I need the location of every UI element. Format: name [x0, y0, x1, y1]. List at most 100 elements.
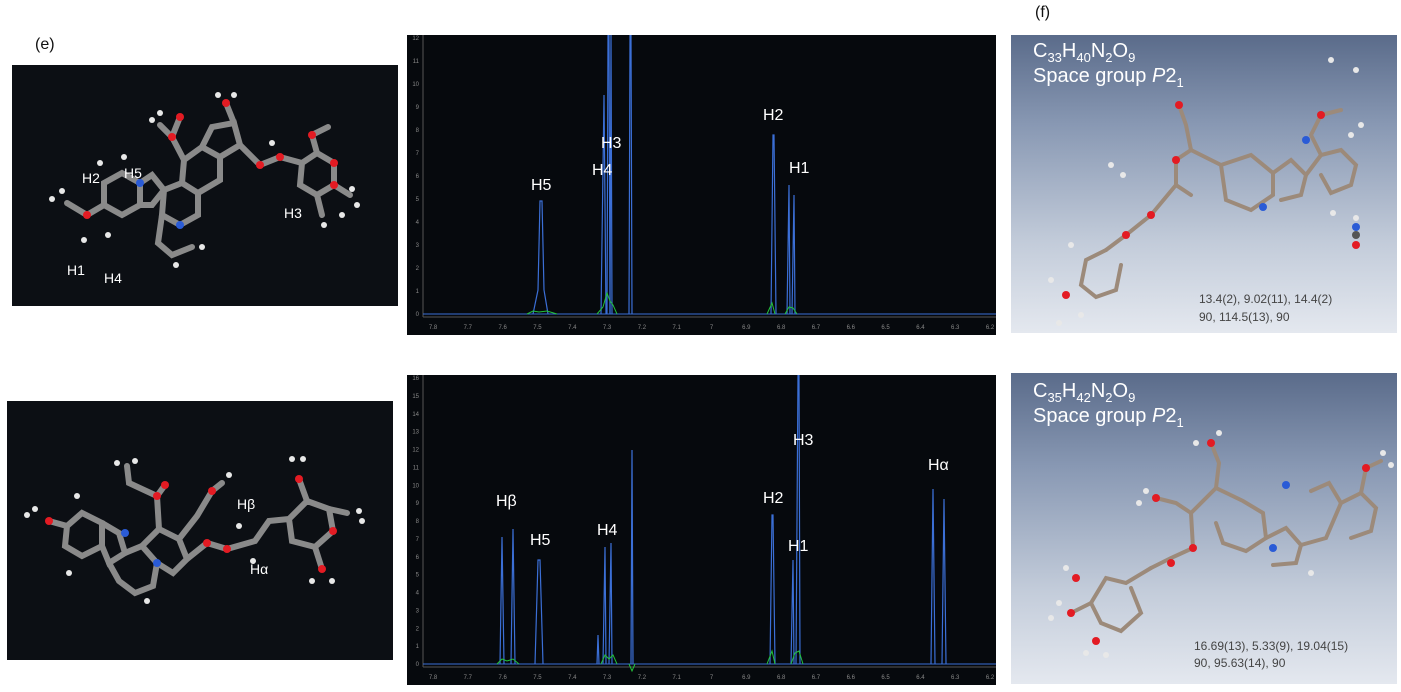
x-tick-label: 6.3 — [951, 325, 960, 331]
cell-angles-bottom: 90, 95.63(14), 90 — [1194, 656, 1286, 670]
y-tick-label: 13 — [412, 430, 419, 436]
space-group-prefix: Space group — [1033, 405, 1152, 427]
formula-h-count: 40 — [1076, 50, 1091, 65]
y-tick-label: 9 — [416, 105, 420, 111]
y-tick-label: 3 — [416, 608, 420, 614]
x-tick-label: 7.7 — [464, 325, 473, 331]
y-tick-label: 10 — [412, 82, 419, 88]
y-tick-label: 16 — [412, 376, 419, 382]
space-group-top: Space group P21 — [1033, 65, 1184, 90]
x-tick-label: 7.2 — [638, 325, 647, 331]
x-tick-label: 6.6 — [847, 675, 856, 681]
y-tick-label: 4 — [416, 220, 420, 226]
cell-lengths-top: 13.4(2), 9.02(11), 14.4(2) — [1199, 292, 1333, 306]
x-tick-label: 6.5 — [881, 325, 890, 331]
formula-top: C33H40N2O9 — [1033, 39, 1135, 70]
formula-h: H — [1061, 40, 1077, 62]
formula-c: C — [1033, 380, 1048, 402]
x-tick-label: 7.5 — [533, 675, 542, 681]
spec-bottom-label-h2: H2 — [763, 490, 784, 507]
x-tick-label: 6.8 — [777, 675, 786, 681]
y-tick-label: 6 — [416, 174, 420, 180]
formula-o: O — [1112, 40, 1129, 62]
y-tick-label: 3 — [416, 243, 420, 249]
spec-top-label-h5: H5 — [531, 177, 552, 194]
spec-top-label-h3: H3 — [601, 135, 622, 152]
nmr-spectrum-top: 0 1 2 3 4 5 6 7 8 9 10 11 12 7.8 7.7 7.6 7.5 7.4 7.3 7.2 7.… — [407, 35, 996, 335]
spec-bottom-label-h5: H5 — [530, 532, 551, 549]
spec-bottom-label-h4: H4 — [597, 522, 618, 539]
molecule-structure-bottom — [24, 456, 365, 604]
x-tick-label: 6.2 — [986, 325, 995, 331]
y-tick-label: 5 — [416, 573, 420, 579]
x-tick-label: 6.2 — [986, 675, 995, 681]
spec-top-label-h1: H1 — [789, 160, 810, 177]
formula-o: O — [1112, 380, 1129, 402]
mol-top-label-h2: H2 — [82, 170, 100, 186]
space-group-sub: 1 — [1176, 75, 1184, 90]
y-tick-label: 1 — [416, 289, 420, 295]
x-tick-label: 7.5 — [533, 325, 542, 331]
mol-top-label-h5: H5 — [124, 165, 142, 181]
panel-label-e: (e) — [35, 36, 55, 53]
formula-c-count: 33 — [1047, 50, 1062, 65]
y-tick-label: 15 — [412, 394, 419, 400]
molecule-structure-top — [49, 92, 360, 268]
cell-angles-top: 90, 114.5(13), 90 — [1199, 310, 1290, 324]
mol-top-label-h4: H4 — [104, 270, 122, 286]
x-tick-label: 7.7 — [464, 675, 473, 681]
y-tick-label: 5 — [416, 197, 420, 203]
x-tick-label: 6.9 — [742, 325, 751, 331]
y-tick-label: 7 — [416, 537, 420, 543]
x-tick-label: 6.8 — [777, 325, 786, 331]
x-tick-label: 6.7 — [812, 325, 821, 331]
y-tick-label: 8 — [416, 519, 420, 525]
x-tick-label: 7.2 — [638, 675, 647, 681]
panel-label-f: (f) — [1035, 4, 1051, 21]
spec-top-label-h2: H2 — [763, 107, 784, 124]
space-group-num: 2 — [1165, 405, 1177, 427]
x-tick-label: 7.6 — [498, 325, 507, 331]
formula-n-count: 2 — [1105, 50, 1113, 65]
y-tick-label: 11 — [413, 465, 420, 471]
crystal-structure-top: C33H40N2O9 Space group P21 13.4(2), 9.02… — [1011, 35, 1397, 333]
spec-bottom-label-h3: H3 — [793, 432, 814, 449]
space-group-prefix: Space group — [1033, 65, 1152, 87]
spec-top-label-h4: H4 — [592, 162, 613, 179]
spec-bottom-label-h1: H1 — [788, 538, 809, 555]
crystal-model-top — [1048, 57, 1364, 326]
x-tick-label: 6.4 — [916, 325, 925, 331]
x-tick-label: 7 — [710, 675, 714, 681]
x-tick-label: 7.3 — [603, 675, 612, 681]
crystal-structure-bottom: C35H42N2O9 Space group P21 16.69(13), 5.… — [1011, 373, 1397, 684]
x-tick-label: 6.6 — [847, 325, 856, 331]
y-tick-label: 14 — [412, 412, 419, 418]
mol-top-label-h1: H1 — [67, 262, 85, 278]
x-tick-label: 6.9 — [742, 675, 751, 681]
y-tick-label: 11 — [413, 59, 420, 65]
nmr-spectrum-bottom: 0 1 2 3 4 5 6 7 8 9 10 11 12 13 14 15 16 7.8 7.7 7.6 7.5 7.4… — [407, 375, 996, 685]
x-tick-label: 7.6 — [498, 675, 507, 681]
formula-n: N — [1090, 380, 1106, 402]
y-tick-label: 0 — [416, 312, 420, 318]
cell-lengths-bottom: 16.69(13), 5.33(9), 19.04(15) — [1194, 639, 1349, 653]
space-group-bottom: Space group P21 — [1033, 405, 1184, 430]
molecule-render-top: H2 H5 H3 H1 H4 — [12, 65, 398, 306]
mol-bottom-label-hb: Hβ — [237, 496, 256, 512]
y-tick-label: 4 — [416, 591, 420, 597]
spec-bottom-label-ha: Hα — [928, 457, 949, 474]
formula-c-count: 35 — [1047, 390, 1062, 405]
y-tick-label: 1 — [416, 644, 420, 650]
mol-top-label-h3: H3 — [284, 205, 302, 221]
formula-o-count: 9 — [1128, 50, 1136, 65]
formula-bottom: C35H42N2O9 — [1033, 379, 1135, 410]
y-tick-label: 8 — [416, 128, 420, 134]
x-tick-label: 7.4 — [568, 325, 577, 331]
x-tick-label: 7.4 — [568, 675, 577, 681]
y-tick-label: 6 — [416, 555, 420, 561]
y-tick-label: 2 — [416, 266, 420, 272]
x-tick-label: 7.1 — [673, 675, 682, 681]
molecule-render-bottom: Hβ Hα — [7, 401, 393, 660]
